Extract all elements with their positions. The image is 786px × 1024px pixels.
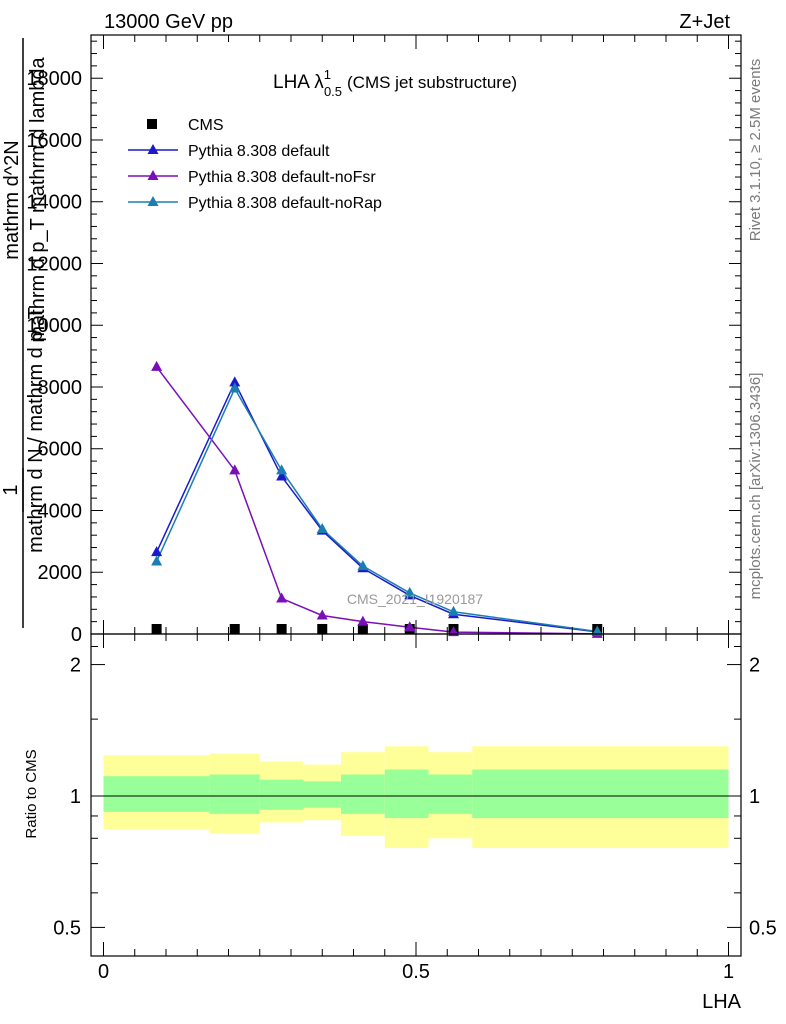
y-label-one: 1	[0, 484, 22, 495]
ratio-inner-band-bin	[472, 769, 729, 819]
analysis-watermark: CMS_2021_I1920187	[347, 591, 483, 607]
ratio-x-tick-label: 0.5	[402, 961, 430, 983]
main-y-tick-label: 0	[71, 624, 82, 646]
main-x-ticks	[103, 35, 729, 634]
cms-data-point	[151, 624, 162, 634]
plot-title: LHA λ1 0.5 (CMS jet substructure)	[273, 67, 517, 99]
ratio-x-tick-label: 0	[98, 961, 109, 983]
series-marker-noRap	[448, 605, 459, 616]
series-marker-noRap	[229, 382, 241, 393]
ratio-inner-band-bin	[428, 774, 473, 814]
series-marker-noRap	[151, 555, 163, 566]
legend-marker-nofsr	[147, 170, 159, 180]
main-y-tick-label: 6000	[38, 439, 83, 461]
main-y-ticks: 0 2000 4000 6000 8000 10000 12000 14000 16000 180…	[26, 40, 741, 646]
series-marker-noRap	[276, 464, 288, 475]
cms-data-point	[229, 624, 240, 634]
series-marker-default	[229, 376, 241, 387]
series-marker-noFsr	[229, 464, 241, 475]
ratio-x-ticks: 0 0.5 1	[98, 634, 734, 983]
y-label-numerator: mathrm d^2N	[1, 140, 23, 259]
ratio-inner-band-bin	[384, 769, 429, 819]
y-label-denominator: mathrm d N / mathrm d p_T	[25, 307, 47, 553]
main-panel: 0 2000 4000 6000 8000 10000 12000 14000 16000 180…	[0, 34, 764, 646]
cms-data-point	[276, 624, 287, 634]
ratio-x-tick-label: 1	[723, 961, 734, 983]
series-line-noRap	[155, 386, 598, 633]
series-marker-default	[276, 470, 288, 481]
plot-title-suffix: (CMS jet substructure)	[347, 73, 517, 92]
series-marker-noRap	[404, 586, 416, 597]
main-y-tick-label: 14000	[26, 192, 82, 214]
ratio-panel: 0.5 0.51 12 2 0 0.5 1 Ratio to CMS LHA	[23, 633, 777, 1013]
legend-label-norap: Pythia 8.308 default-noRap	[188, 195, 382, 212]
ratio-inner-band-bin	[303, 781, 341, 808]
ratio-y-tick-label: 0.5	[53, 917, 81, 939]
y-label-numerator-2: mathrm d p_T mathrm d lambda	[27, 56, 49, 342]
ratio-y-tick-label-right: 2	[749, 655, 760, 677]
ratio-y-tick-label-right: 1	[749, 786, 760, 808]
main-y-tick-label: 4000	[38, 500, 83, 522]
series-line-default	[155, 380, 598, 633]
ratio-inner-band-bin	[103, 776, 210, 812]
ratio-inner-band-bin	[341, 774, 385, 814]
plot-title-main: LHA λ	[273, 72, 324, 93]
ratio-inner-band-bin	[209, 774, 260, 814]
x-axis-label: LHA	[702, 991, 742, 1013]
ratio-y-tick-label-right: 0.5	[749, 917, 777, 939]
main-y-tick-label: 16000	[26, 130, 82, 152]
series-marker-noRap	[357, 560, 369, 571]
main-y-tick-label: 10000	[26, 315, 82, 337]
main-series-lines	[155, 366, 598, 635]
main-y-tick-label: 12000	[26, 253, 82, 275]
series-marker-noFsr	[404, 621, 416, 632]
series-marker-noFsr	[151, 360, 163, 371]
series-marker-noFsr	[276, 592, 288, 603]
main-y-tick-label: 2000	[38, 562, 83, 584]
main-y-axis-label: 1 mathrm d N / mathrm d p_T mathrm d^2N …	[0, 38, 49, 628]
plot-title-sup: 1	[324, 67, 331, 82]
ratio-y-tick-label: 1	[70, 786, 81, 808]
series-line-noFsr	[156, 366, 598, 635]
legend-marker-cms	[147, 119, 157, 129]
main-y-tick-label: 18000	[26, 68, 82, 90]
main-y-tick-label: 8000	[38, 377, 83, 399]
ratio-y-label: Ratio to CMS	[23, 749, 40, 838]
legend-marker-default	[147, 144, 159, 154]
cms-data-point	[357, 624, 368, 634]
mcplots-label: mcplots.cern.ch [arXiv:1306.3436]	[747, 373, 764, 600]
main-series-markers	[151, 360, 603, 638]
legend: CMS Pythia 8.308 default Pythia 8.308 de…	[128, 117, 382, 212]
ratio-y-tick-label: 2	[70, 655, 81, 677]
series-marker-noFsr	[316, 609, 328, 620]
ratio-plot-frame	[90, 633, 742, 957]
header-right: Z+Jet	[679, 11, 730, 33]
legend-label-nofsr: Pythia 8.308 default-noFsr	[188, 169, 376, 186]
series-marker-default	[151, 546, 163, 557]
ratio-inner-band	[103, 769, 729, 819]
series-marker-noFsr	[357, 615, 369, 626]
ratio-y-ticks: 0.5 0.5 1 1 2 2	[53, 646, 777, 939]
legend-label-default: Pythia 8.308 default	[188, 143, 330, 160]
series-marker-noRap	[591, 625, 603, 636]
ratio-inner-band-bin	[259, 779, 304, 810]
legend-marker-norap	[147, 196, 159, 206]
legend-label-cms: CMS	[188, 117, 224, 134]
plot-title-sub: 0.5	[324, 84, 342, 99]
rivet-label: Rivet 3.1.10, ≥ 2.5M events	[747, 59, 764, 242]
header-left: 13000 GeV pp	[104, 11, 233, 33]
series-marker-noRap	[316, 523, 328, 534]
